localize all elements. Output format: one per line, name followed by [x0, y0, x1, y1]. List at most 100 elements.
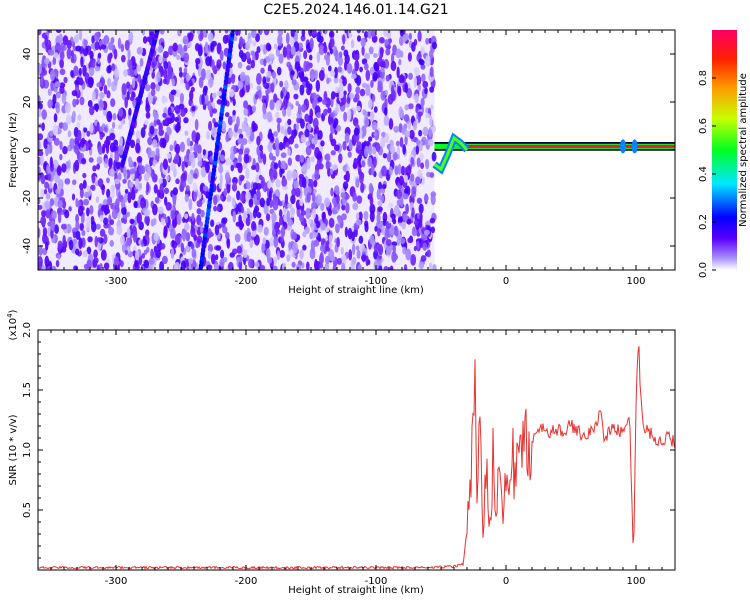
noise-speck — [143, 249, 148, 255]
noise-speck — [395, 140, 400, 147]
noise-speck — [56, 206, 63, 216]
noise-speck — [129, 168, 136, 175]
noise-speck — [219, 249, 225, 259]
noise-speck — [379, 188, 386, 194]
noise-speck — [226, 182, 231, 194]
noise-speck — [57, 212, 62, 224]
tone-blip — [631, 139, 638, 154]
noise-speck — [325, 255, 330, 265]
noise-speck — [153, 184, 158, 194]
noise-speck — [191, 130, 197, 142]
noise-speck — [135, 142, 141, 154]
noise-speck — [38, 165, 41, 175]
noise-speck — [126, 81, 131, 89]
noise-speck — [232, 210, 237, 223]
noise-speck — [289, 248, 293, 258]
noise-speck — [245, 191, 251, 203]
noise-speck — [244, 116, 248, 125]
noise-speck — [38, 227, 41, 239]
noise-speck — [170, 248, 175, 260]
noise-speck — [205, 161, 210, 174]
noise-speck — [416, 157, 421, 168]
noise-speck — [299, 154, 305, 163]
noise-speck — [117, 37, 122, 49]
noise-speck — [178, 71, 183, 78]
noise-speck — [305, 140, 311, 147]
noise-speck — [344, 132, 350, 144]
noise-speck — [265, 89, 270, 95]
noise-speck — [122, 178, 127, 184]
noise-speck — [431, 41, 437, 50]
noise-speck — [226, 237, 231, 249]
noise-speck — [317, 35, 324, 44]
noise-speck — [110, 184, 116, 192]
noise-speck — [47, 99, 53, 109]
noise-speck — [90, 221, 97, 233]
noise-speck — [52, 159, 59, 169]
noise-speck — [299, 198, 304, 207]
noise-speck — [99, 263, 103, 270]
noise-speck — [89, 205, 94, 215]
noise-speck — [260, 67, 265, 74]
noise-speck — [276, 250, 281, 261]
noise-speck — [377, 57, 383, 67]
noise-speck — [162, 112, 167, 118]
noise-speck — [231, 73, 236, 84]
noise-speck — [314, 70, 318, 80]
noise-speck — [157, 206, 164, 215]
noise-speck — [208, 120, 213, 131]
noise-speck — [84, 191, 90, 199]
noise-speck — [225, 231, 230, 239]
noise-speck — [342, 181, 349, 190]
noise-speck — [47, 173, 52, 182]
noise-speck — [303, 50, 308, 60]
noise-speck — [188, 258, 194, 265]
noise-speck — [52, 124, 59, 136]
noise-speck — [99, 133, 104, 140]
noise-speck — [231, 197, 236, 207]
chart-title: C2E5.2024.146.01.14.G21 — [263, 2, 448, 18]
noise-speck — [72, 110, 76, 119]
noise-speck — [359, 88, 366, 97]
noise-speck — [179, 92, 185, 103]
noise-speck — [167, 65, 173, 77]
colorbar-tick-label: 0.0 — [698, 262, 709, 278]
noise-speck — [262, 237, 267, 245]
noise-speck — [238, 219, 244, 231]
noise-speck — [106, 196, 113, 206]
noise-speck — [352, 117, 359, 127]
noise-speck — [126, 227, 131, 239]
noise-speck — [372, 146, 377, 155]
noise-speck — [124, 188, 129, 195]
noise-speck — [358, 235, 364, 244]
noise-speck — [159, 137, 165, 148]
spectrogram-y-tick-label: 40 — [22, 48, 33, 61]
noise-speck — [224, 112, 230, 118]
noise-speck — [363, 62, 369, 71]
noise-speck — [385, 74, 391, 82]
noise-speck — [96, 163, 100, 170]
noise-speck — [277, 34, 283, 46]
noise-speck — [189, 90, 194, 101]
noise-speck — [83, 127, 88, 133]
noise-speck — [282, 108, 287, 117]
noise-speck — [172, 42, 178, 52]
noise-speck — [132, 245, 137, 252]
noise-speck — [166, 175, 170, 182]
noise-speck — [38, 30, 42, 36]
noise-speck — [315, 79, 321, 92]
noise-speck — [381, 131, 386, 138]
noise-speck — [153, 245, 158, 253]
noise-speck — [207, 250, 213, 260]
noise-speck — [273, 131, 278, 137]
noise-speck — [162, 213, 167, 220]
noise-speck — [93, 251, 97, 259]
noise-speck — [238, 49, 244, 59]
noise-speck — [93, 103, 100, 111]
noise-speck — [238, 153, 242, 163]
noise-speck — [230, 164, 234, 172]
noise-speck — [88, 66, 95, 77]
noise-speck — [56, 92, 61, 99]
noise-speck — [216, 59, 222, 69]
